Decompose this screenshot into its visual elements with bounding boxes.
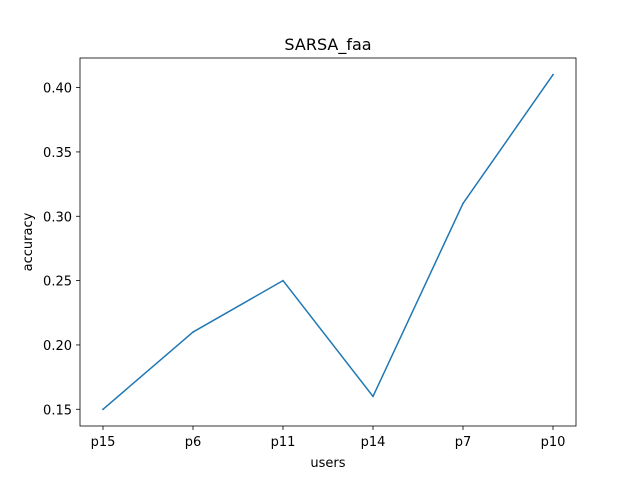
plot-frame bbox=[79, 57, 577, 427]
data-point bbox=[552, 73, 554, 76]
data-point bbox=[192, 331, 194, 333]
plot-area: p15 p6 p11 p14 p7 p10 0.15 0.20 0.25 0.30 0.35 0.40 bbox=[43, 57, 577, 450]
y-tick-label: 0.20 bbox=[43, 339, 72, 354]
x-axis-label: users bbox=[310, 456, 345, 471]
x-tick-label: p7 bbox=[455, 435, 472, 450]
y-tick-label: 0.15 bbox=[43, 403, 72, 418]
y-tick-label: 0.30 bbox=[43, 210, 72, 225]
x-tick-label: p15 bbox=[91, 435, 116, 450]
x-tick-label: p6 bbox=[185, 435, 202, 450]
chart-title: SARSA_faa bbox=[284, 35, 371, 55]
data-point bbox=[462, 202, 464, 205]
data-point bbox=[282, 279, 284, 282]
x-tick-label: p14 bbox=[361, 435, 386, 450]
series-line-0 bbox=[101, 73, 555, 411]
data-point bbox=[102, 408, 104, 411]
data-point bbox=[372, 395, 374, 398]
y-axis-label: accuracy bbox=[21, 212, 36, 271]
x-tick-label: p10 bbox=[541, 435, 566, 450]
y-tick-label: 0.25 bbox=[43, 275, 72, 290]
y-tick-label: 0.40 bbox=[43, 82, 72, 97]
x-tick-label: p11 bbox=[271, 435, 296, 450]
y-tick-label: 0.35 bbox=[43, 146, 72, 161]
